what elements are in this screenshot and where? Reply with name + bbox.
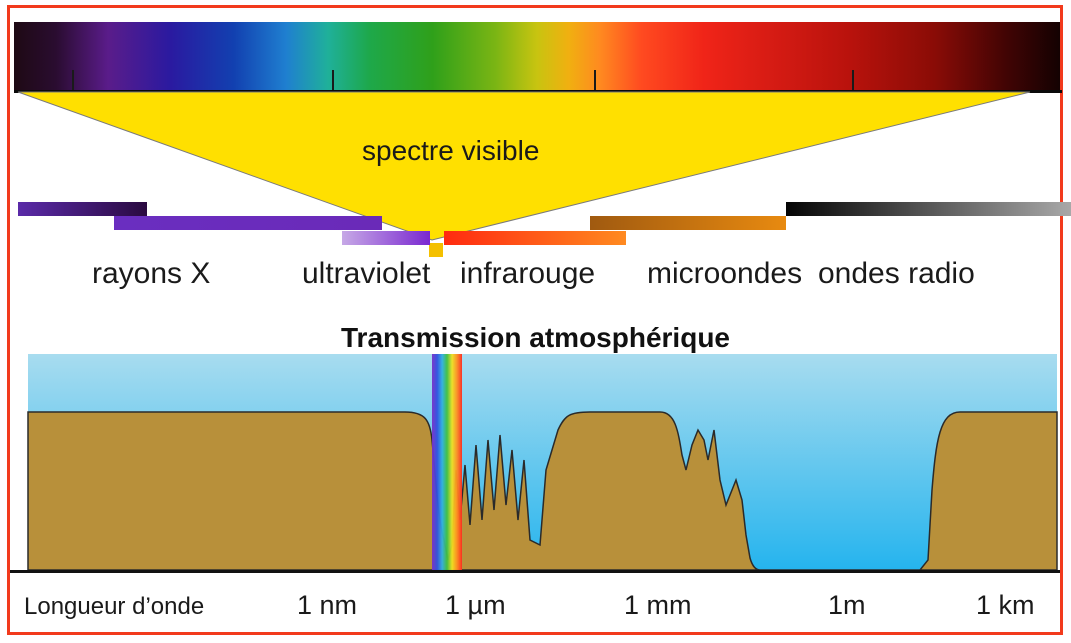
microwave-bar: [590, 216, 786, 230]
uv-bar: [342, 231, 430, 245]
spectrum-tick: [852, 70, 854, 90]
axis-label: Longueur d’onde: [24, 593, 205, 620]
xray-bar: [18, 202, 147, 216]
spectrum-tick: [332, 70, 334, 90]
spectrum-tick: [72, 70, 74, 90]
xray-label: rayons X: [92, 257, 211, 290]
spectrum-color-bar: [14, 22, 1060, 92]
infrared-bar: [444, 231, 626, 245]
microwave-label: microondes: [647, 257, 803, 290]
wavelength-axis: [10, 570, 1060, 573]
axis-tick-label: 1 µm: [445, 590, 506, 620]
infrared-label: infrarouge: [460, 257, 596, 290]
visible-spectrum-marker: [429, 243, 443, 257]
axis-tick-label: 1 mm: [624, 590, 692, 620]
axis-tick-label: 1m: [828, 590, 866, 620]
radio-bar: [786, 202, 1071, 216]
spectrum-tick: [594, 70, 596, 90]
outer-frame: [7, 5, 1063, 635]
visible-spectrum-label: spectre visible: [362, 135, 540, 166]
axis-tick-label: 1 km: [976, 590, 1035, 620]
xray-uv-bar: [114, 216, 382, 230]
radio-label: ondes radio: [818, 257, 975, 290]
atmospheric-transmission-title: Transmission atmosphérique: [341, 322, 730, 353]
axis-tick-label: 1 nm: [297, 590, 358, 620]
visible-spectrum-cone: [17, 91, 1031, 241]
visible-window-rainbow: [432, 354, 462, 570]
uv-label: ultraviolet: [302, 257, 431, 290]
